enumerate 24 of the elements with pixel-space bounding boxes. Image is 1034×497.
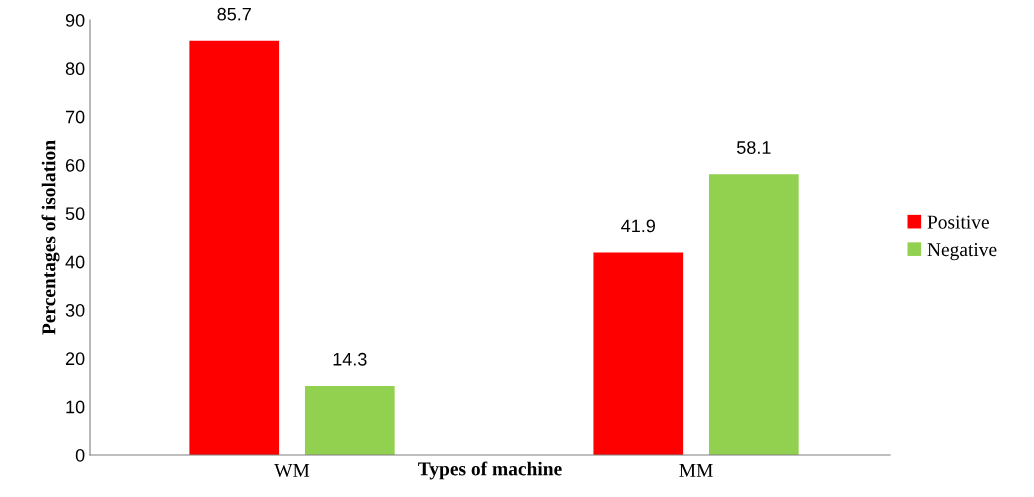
- data-label: 41.9: [621, 219, 655, 233]
- y-tick-label: 60: [65, 158, 85, 172]
- y-tick-label: 80: [65, 62, 85, 76]
- y-tick-label: 70: [65, 110, 85, 124]
- bar: [189, 40, 280, 455]
- y-tick-label: 0: [75, 448, 85, 462]
- x-tick-label: MM: [679, 464, 713, 477]
- bar: [593, 252, 684, 455]
- data-label: 58.1: [736, 141, 771, 154]
- y-axis-title: Percentages of isolation: [41, 140, 60, 335]
- x-tick-label: WM: [274, 464, 310, 478]
- y-tick-label: 50: [65, 207, 85, 221]
- y-tick-label: 90: [65, 13, 85, 27]
- y-tick-label: 20: [65, 352, 85, 366]
- data-label: 85.7: [217, 7, 251, 21]
- data-label: 14.3: [333, 352, 367, 366]
- x-axis-title: Types of machine: [418, 461, 562, 480]
- y-tick-label: 40: [65, 255, 85, 269]
- y-tick-label: 30: [65, 303, 85, 317]
- legend-label: Negative: [927, 243, 997, 261]
- legend-label: Positive: [927, 215, 989, 229]
- bar: [708, 174, 799, 455]
- bar: [304, 385, 395, 455]
- y-tick-label: 10: [66, 400, 85, 414]
